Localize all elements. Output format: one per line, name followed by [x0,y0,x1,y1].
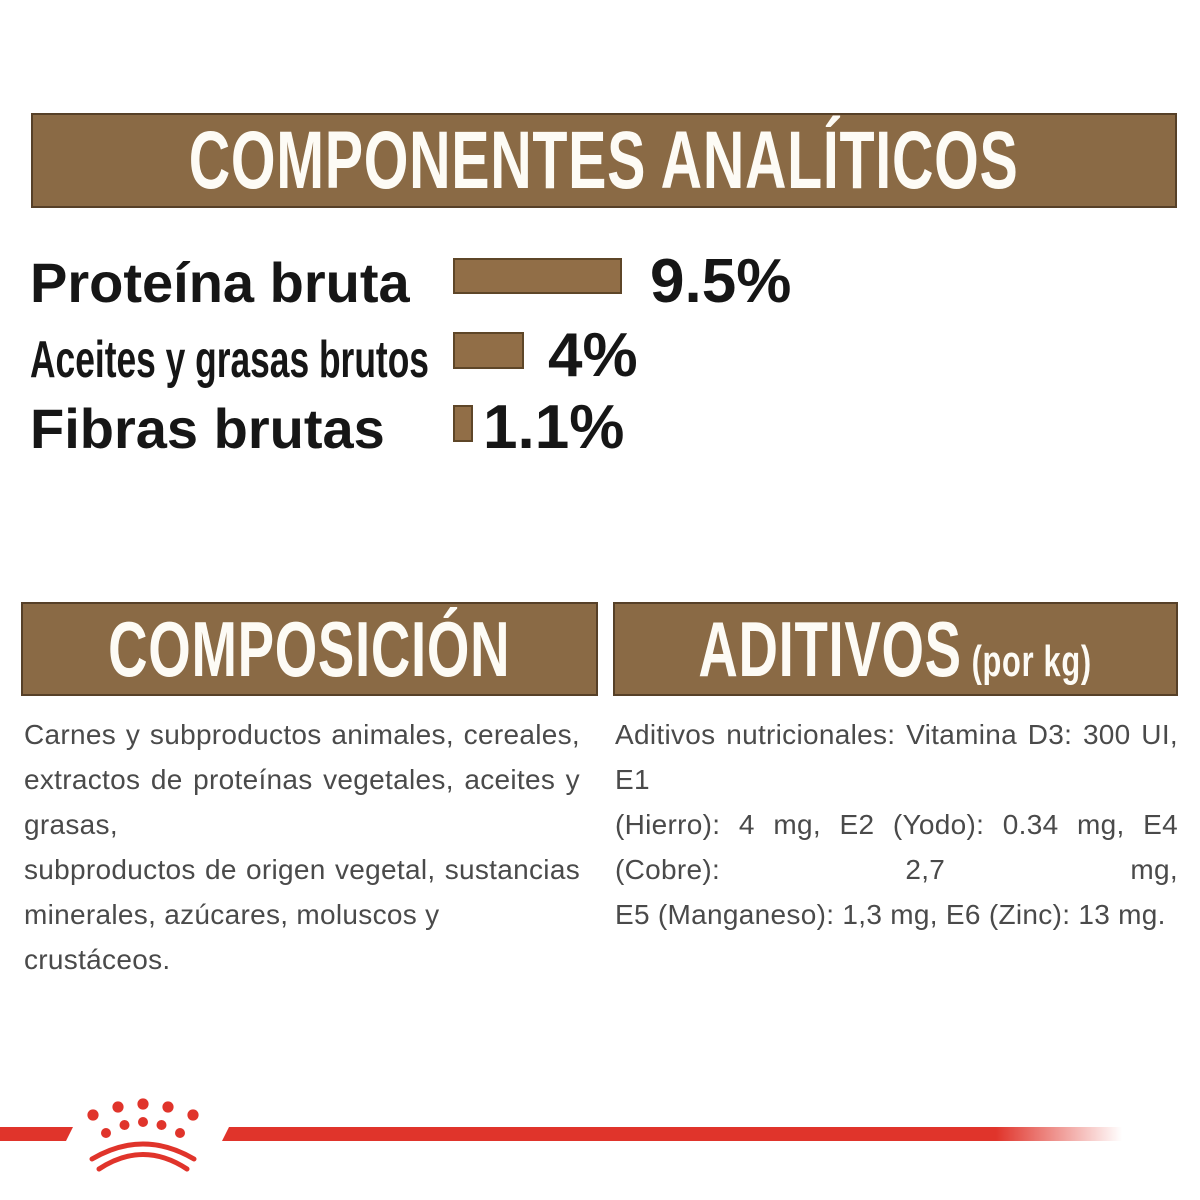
bar-proteina-bruta [453,258,622,294]
bar-label-fibras-brutas: Fibras brutas [30,397,385,460]
composition-header: COMPOSICIÓN [21,602,598,696]
additives-title-group: ADITIVOS (por kg) [699,604,1092,695]
bar-label-aceites-grasas: Aceites y grasas brutos [30,331,429,389]
bar-label-proteina-bruta: Proteína bruta [30,251,410,314]
bar-value-aceites-grasas: 4% [548,321,638,390]
composition-text: Carnes y subproductos animales, cereales… [24,719,580,975]
analytical-components-title: COMPONENTES ANALÍTICOS [189,114,1019,206]
additives-header: ADITIVOS (por kg) [613,602,1178,696]
bar-fibras-brutas [453,405,473,442]
additives-title: ADITIVOS [698,604,963,693]
analytical-components-banner: COMPONENTES ANALÍTICOS [31,113,1177,208]
bar-aceites-grasas [453,332,524,369]
footer-rule-right [222,1127,1122,1141]
bar-value-fibras-brutas: 1.1% [483,393,625,462]
additives-unit-note: (por kg) [972,636,1093,686]
composition-title: COMPOSICIÓN [108,604,511,693]
bar-value-proteina-bruta: 9.5% [650,247,792,316]
royal-canin-crown-icon [87,1098,199,1172]
footer-rule-left [0,1127,73,1141]
additives-text: Aditivos nutricionales: Vitamina D3: 300… [615,719,1178,930]
